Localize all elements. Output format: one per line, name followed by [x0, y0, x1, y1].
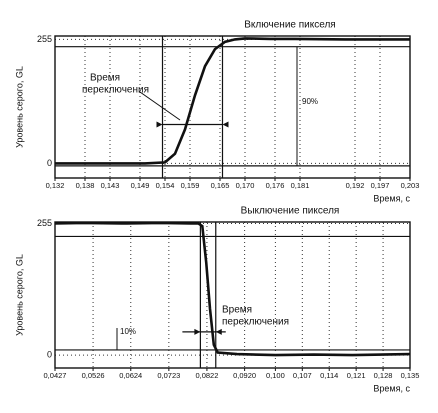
y-axis-label: Уровень серого, GL	[14, 254, 24, 336]
x-tick-label: 0,159	[181, 181, 200, 190]
x-tick-label: 0,138	[76, 181, 95, 190]
y-tick-label: 255	[37, 34, 52, 44]
x-tick-label: 0,0920	[233, 371, 256, 380]
x-tick-label: 0,170	[236, 181, 255, 190]
x-tick-label: 0,135	[401, 371, 420, 380]
annotation: Время	[90, 73, 120, 84]
x-tick-label: 0,121	[347, 371, 366, 380]
annotation: переключения	[82, 85, 149, 96]
x-tick-label: 0,165	[211, 181, 230, 190]
x-tick-label: 0,0526	[82, 371, 105, 380]
chart-title: Выключение пикселя	[241, 206, 340, 217]
x-tick-label: 0,0624	[119, 371, 142, 380]
x-tick-label: 0,181	[291, 181, 310, 190]
y-tick-label: 0	[47, 349, 52, 359]
plot-frame	[54, 35, 411, 179]
x-tick-label: 0,0822	[195, 371, 218, 380]
x-axis-label: Время, с	[373, 383, 410, 393]
x-tick-label: 0,192	[346, 181, 365, 190]
x-tick-label: 0,114	[320, 371, 338, 380]
level-label: 10%	[120, 327, 136, 336]
y-tick-label: 0	[47, 158, 52, 168]
x-tick-label: 0,107	[293, 371, 312, 380]
annotation: Время	[222, 305, 252, 316]
x-tick-label: 0,132	[46, 181, 65, 190]
y-tick-label: 255	[37, 218, 52, 228]
x-tick-label: 0,100	[266, 371, 285, 380]
x-tick-label: 0,149	[131, 181, 150, 190]
x-tick-label: 0,0723	[157, 371, 180, 380]
y-axis-label: Уровень серого, GL	[14, 66, 24, 148]
annotation: переключения	[222, 317, 289, 328]
x-tick-label: 0,203	[401, 181, 420, 190]
x-axis-label: Время, с	[373, 193, 410, 203]
chart-title: Включение пикселя	[244, 20, 335, 31]
plot-frame	[54, 221, 411, 369]
x-tick-label: 0,143	[101, 181, 120, 190]
x-tick-label: 0,176	[266, 181, 285, 190]
level-label: 90%	[302, 97, 318, 106]
arrow-head	[194, 328, 222, 335]
data-line	[54, 221, 411, 357]
x-tick-label: 0,0427	[44, 371, 67, 380]
x-tick-label: 0,197	[371, 181, 390, 190]
leader	[139, 91, 181, 121]
x-tick-label: 0,154	[156, 181, 175, 190]
data-line	[55, 37, 410, 165]
x-tick-label: 0,128	[374, 371, 393, 380]
